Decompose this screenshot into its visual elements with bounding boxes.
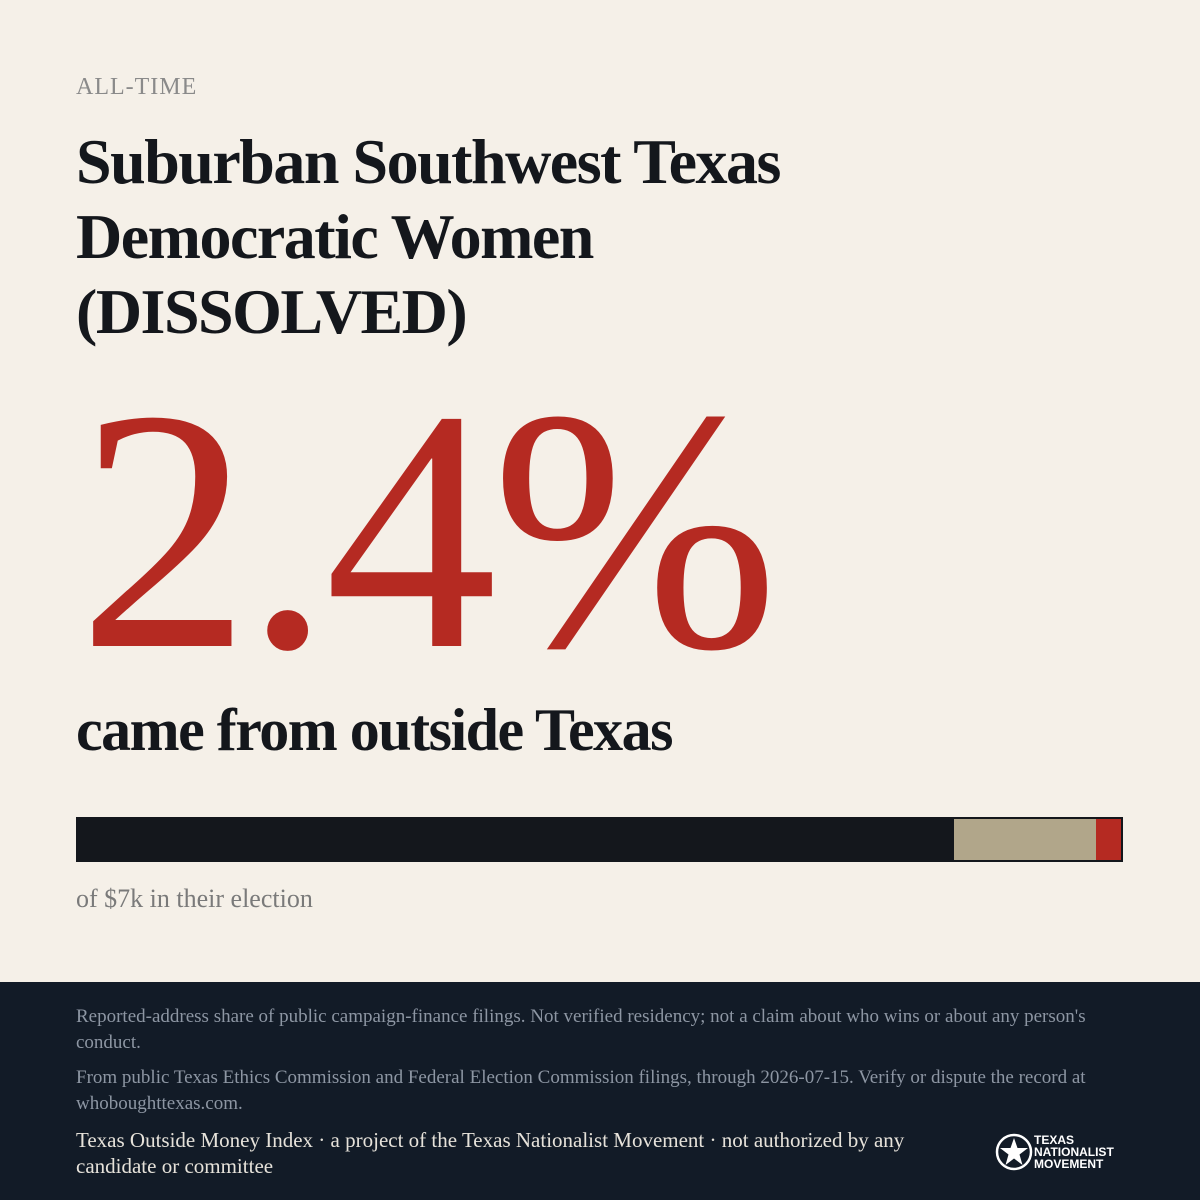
credit: Texas Outside Money Index · a project of… bbox=[76, 1128, 905, 1178]
subhead: came from outside Texas bbox=[76, 697, 674, 763]
caption: of $7k in their election bbox=[76, 884, 313, 913]
title-line: Suburban Southwest Texas bbox=[76, 126, 781, 197]
title-line: Democratic Women bbox=[76, 201, 594, 272]
eyebrow: ALL-TIME bbox=[76, 74, 198, 100]
logo-emblem bbox=[995, 1133, 1033, 1171]
headline: 2.4% bbox=[78, 339, 779, 721]
bar-segment bbox=[1095, 819, 1121, 860]
logo-text: NATIONALIST bbox=[1034, 1145, 1114, 1159]
logo-text: TEXAS bbox=[1034, 1133, 1075, 1147]
disclaimer: Reported-address share of public campaig… bbox=[76, 1006, 1086, 1053]
logo-text: MOVEMENT bbox=[1034, 1157, 1104, 1171]
share-bar bbox=[76, 817, 1123, 862]
source: From public Texas Ethics Commission and … bbox=[76, 1067, 1086, 1114]
bar-segment bbox=[954, 819, 1096, 860]
bar-segment bbox=[78, 819, 955, 860]
title-line: (DISSOLVED) bbox=[76, 276, 468, 347]
